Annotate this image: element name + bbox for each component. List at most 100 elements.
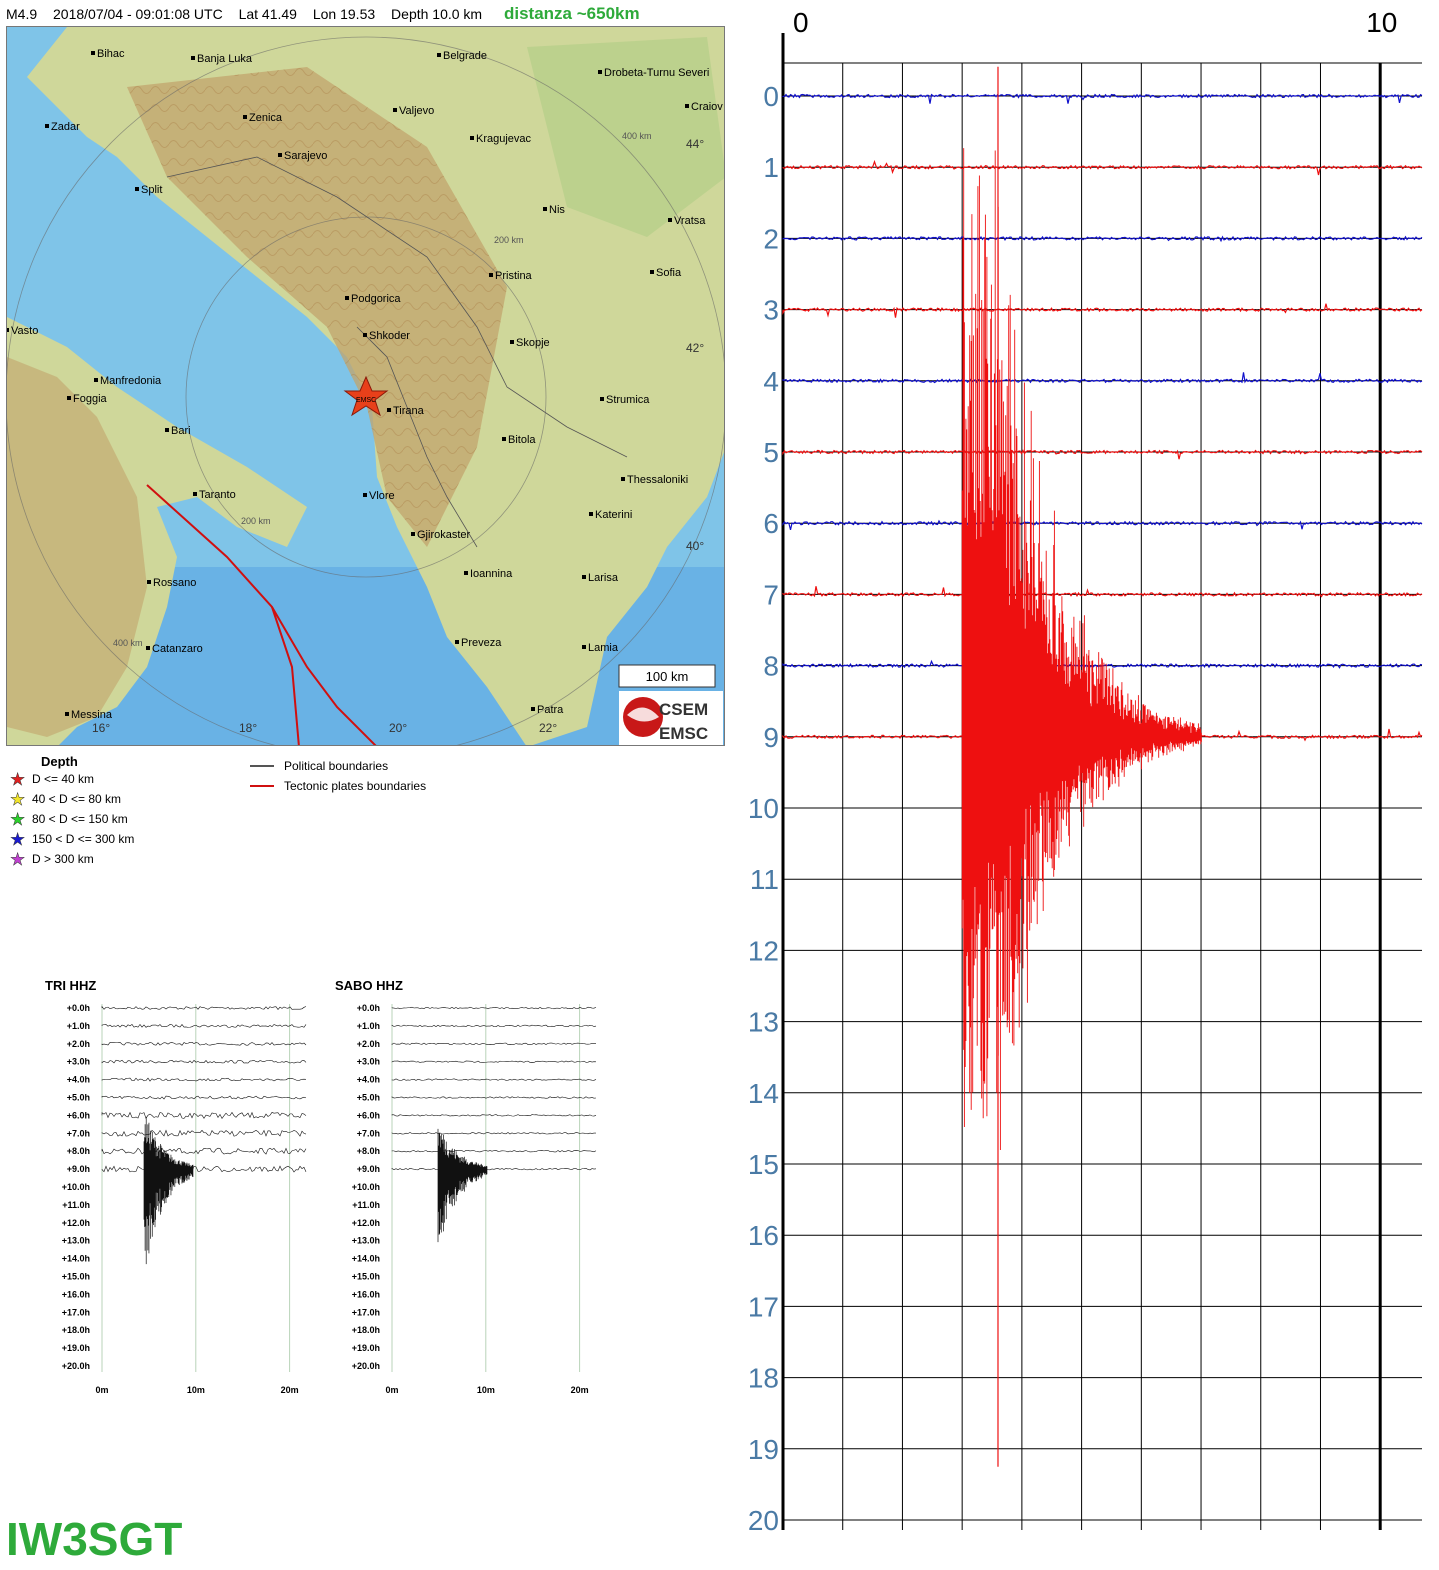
logo-text-bottom: EMSC [659,724,708,743]
mini-event-burst [437,1128,488,1243]
mini-trace [101,1005,307,1010]
mini-hour-label: +20.0h [352,1361,380,1371]
row-label: 16 [748,1220,779,1251]
mini-trace [101,1129,307,1137]
danube-plain [527,37,724,237]
city-marker-icon [65,712,69,716]
city-label: Patra [537,704,564,716]
mini-hour-label: +10.0h [62,1182,90,1192]
city-marker-icon [489,273,493,277]
x-tick-label: 10 [1366,7,1397,38]
city-marker-icon [543,207,547,211]
city-label: Split [141,184,162,196]
mini-x-label: 10m [187,1385,205,1395]
mini-trace [101,1023,307,1028]
row-label: 11 [750,864,779,895]
city-label: Valjevo [399,105,434,117]
mini-hour-label: +20.0h [62,1361,90,1371]
row-label: 3 [763,295,779,326]
row-label: 18 [748,1363,779,1394]
city-marker-icon [135,187,139,191]
ring-label: 200 km [241,516,271,526]
mini-trace [391,1096,597,1099]
city-marker-icon [582,575,586,579]
mini-trace [101,1077,307,1082]
ring-label: 400 km [622,131,652,141]
ring-200km [185,216,547,578]
mini-trace [391,1006,597,1010]
depth-legend-row: ★ 150 < D <= 300 km [10,829,230,849]
mini-hour-label: +7.0h [357,1128,380,1138]
city-marker-icon [193,492,197,496]
depth-class-label: D > 300 km [32,852,94,866]
city-label: Katerini [595,509,632,521]
mini-hour-label: +15.0h [62,1272,90,1282]
mini-hour-label: +18.0h [62,1325,90,1335]
x-tick-label: 0 [793,7,809,38]
city-marker-icon [650,270,654,274]
longitude-label: 20° [389,721,407,735]
row-label: 20 [748,1505,779,1536]
city-marker-icon [278,153,282,157]
mini-hour-label: +2.0h [357,1039,380,1049]
city-marker-icon [411,532,415,536]
row-label: 1 [763,152,779,183]
mini-x-label: 20m [571,1385,589,1395]
depth-legend-row: ★ 80 < D <= 150 km [10,809,230,829]
mini-hour-label: +17.0h [352,1307,380,1317]
city-label: Sofia [656,267,682,279]
mini-hour-label: +14.0h [62,1254,90,1264]
city-marker-icon [600,397,604,401]
row-label: 6 [763,508,779,539]
latitude: Lat 41.49 [238,6,297,22]
city-label: Kragujevac [476,133,532,145]
depth-class-label: 40 < D <= 80 km [32,792,122,806]
city-label: Shkoder [369,330,410,342]
city-label: Manfredonia [100,375,162,387]
mini-hour-label: +12.0h [352,1218,380,1228]
mini-hour-label: +12.0h [62,1218,90,1228]
city-label: Drobeta-Turnu Severi [604,67,709,79]
mini-x-label: 0m [385,1385,398,1395]
depth-star-icon: ★ [10,829,26,849]
row-label: 10 [748,793,779,824]
city-marker-icon [363,333,367,337]
trace-line [782,586,1423,598]
mini-trace [391,1024,597,1028]
city-label: Strumica [606,394,650,406]
event-datetime: 2018/07/04 - 09:01:08 UTC [53,6,223,22]
mini-hour-label: +13.0h [352,1236,380,1246]
latitude-label: 40° [686,539,704,553]
political-boundary-2 [356,326,478,548]
depth-class-label: 150 < D <= 300 km [32,832,135,846]
distance: distanza ~650km [504,4,640,23]
mini-hour-label: +2.0h [67,1039,90,1049]
mini-event-burst [143,1116,194,1265]
row-label: 14 [748,1078,779,1109]
logo-continent-icon [627,707,659,722]
magnitude: M4.9 [6,6,38,22]
ring-400km [7,36,724,745]
city-marker-icon [668,218,672,222]
city-label: Vasto [11,325,38,337]
logo-text-top: CSEM [659,700,708,719]
mini-hour-label: +11.0h [62,1200,90,1210]
city-marker-icon [531,707,535,711]
tectonic-boundary [146,484,377,745]
mini-hour-label: +6.0h [67,1110,90,1120]
scale-bar-label: 100 km [646,669,689,684]
mini-x-label: 20m [281,1385,299,1395]
city-label: Vlore [369,490,395,502]
mini-hour-label: +4.0h [357,1075,380,1085]
city-label: Bihac [97,48,125,60]
relief-texture [127,67,507,547]
depth-star-icon: ★ [10,769,26,789]
row-label: 8 [763,651,779,682]
legend-political-label: Political boundaries [284,759,389,773]
epicenter-label: EMSC [356,397,376,404]
longitude-label: 18° [239,721,257,735]
longitude-label: 16° [92,721,110,735]
mini-hour-label: +16.0h [352,1289,380,1299]
row-label: 17 [748,1291,779,1322]
city-marker-icon [510,340,514,344]
